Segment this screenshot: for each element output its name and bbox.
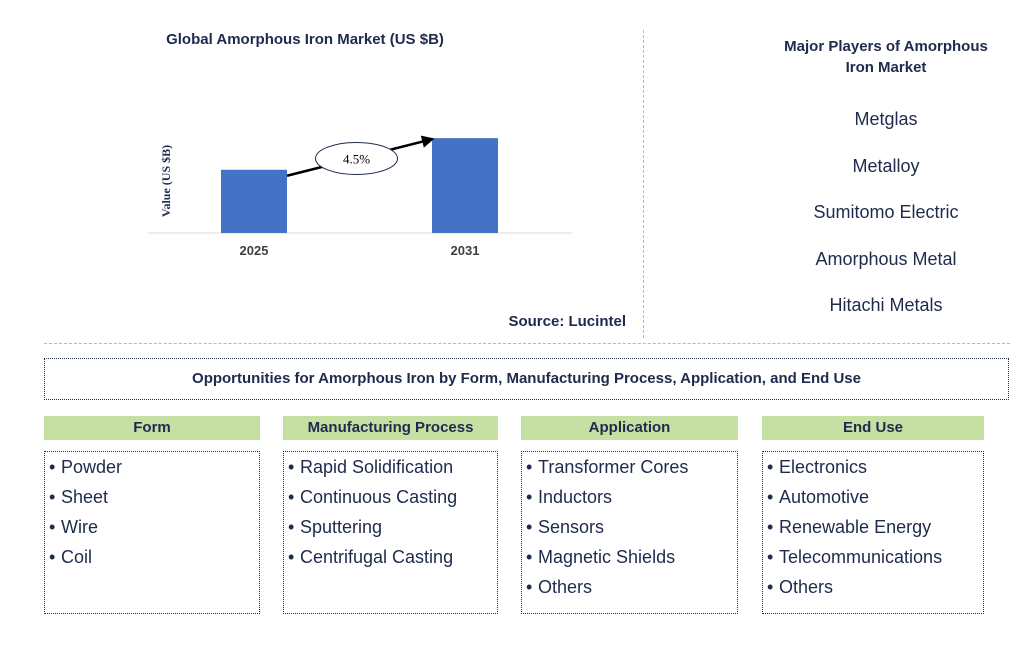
segment-item: • Sensors bbox=[526, 517, 605, 537]
segment-header-end-use: End Use bbox=[762, 416, 984, 440]
segment-box-form: • Powder • Sheet • Wire • Coil bbox=[44, 451, 260, 614]
segment-item: • Wire bbox=[49, 517, 98, 537]
segment-item: • Renewable Energy bbox=[767, 517, 932, 537]
chart-title: Global Amorphous Iron Market (US $B) bbox=[166, 31, 444, 48]
segment-item-label: Renewable Energy bbox=[779, 517, 932, 537]
player-item: Amorphous Metal bbox=[815, 248, 957, 269]
x-tick-label: 2031 bbox=[451, 243, 480, 258]
segment-item: • Telecommunications bbox=[767, 547, 943, 567]
players-title-line1: Major Players of Amorphous bbox=[784, 38, 988, 55]
players-title-line2: Iron Market bbox=[845, 59, 927, 76]
segment-item-label: Sheet bbox=[61, 487, 109, 507]
source-label: Source: Lucintel bbox=[508, 313, 626, 330]
segment-header-form: Form bbox=[44, 416, 260, 440]
segment-item-label: Continuous Casting bbox=[300, 487, 458, 507]
horizontal-divider bbox=[44, 343, 1010, 344]
segment-item-label: Coil bbox=[61, 547, 93, 567]
segment-box-manufacturing-process: • Rapid Solidification • Continuous Castin… bbox=[283, 451, 498, 614]
opportunities-title: Opportunities for Amorphous Iron by Form… bbox=[44, 358, 1009, 400]
cagr-ellipse bbox=[315, 141, 398, 175]
segment-header-manufacturing-process: Manufacturing Process bbox=[283, 416, 498, 440]
segment-header-application: Application bbox=[521, 416, 738, 440]
segment-item: • Magnetic Shields bbox=[526, 547, 676, 567]
segment-item: • Sputtering bbox=[288, 517, 383, 537]
segment-item: • Sheet bbox=[49, 487, 109, 507]
x-tick-label: 2025 bbox=[240, 243, 269, 258]
segment-item-label: Wire bbox=[61, 517, 98, 537]
segment-item-label: Telecommunications bbox=[779, 547, 943, 567]
segment-item: • Centrifugal Casting bbox=[288, 547, 454, 567]
segment-item: • Rapid Solidification bbox=[288, 457, 454, 477]
segment-item-label: Inductors bbox=[538, 487, 613, 507]
segment-item: • Electronics bbox=[767, 457, 868, 477]
bar-2031 bbox=[432, 138, 498, 233]
segment-item-label: Sputtering bbox=[300, 517, 383, 537]
player-item: Metalloy bbox=[852, 155, 920, 176]
bar-2025 bbox=[221, 169, 287, 233]
segment-item-label: Others bbox=[779, 577, 834, 597]
market-bar-chart: Value (US $B) 2025 2031 4.5% bbox=[148, 135, 572, 258]
cagr-label: 4.5% bbox=[343, 151, 370, 166]
segment-item: • Automotive bbox=[767, 487, 870, 507]
segment-item: • Inductors bbox=[526, 487, 613, 507]
players-list: Metglas Metalloy Sumitomo Electric Amorp… bbox=[760, 106, 1012, 339]
player-item: Metglas bbox=[854, 109, 918, 129]
segment-item-label: Magnetic Shields bbox=[538, 547, 676, 567]
segment-item: • Coil bbox=[49, 547, 93, 567]
segment-item: • Continuous Casting bbox=[288, 487, 458, 507]
segment-item-label: Powder bbox=[61, 457, 123, 477]
player-item: Sumitomo Electric bbox=[813, 202, 959, 222]
segment-item: • Powder bbox=[49, 457, 123, 477]
vertical-divider bbox=[643, 30, 644, 338]
segment-item-label: Sensors bbox=[538, 517, 605, 537]
segment-item: • Others bbox=[526, 577, 593, 597]
segment-item-label: Transformer Cores bbox=[538, 457, 689, 477]
segment-item-label: Automotive bbox=[779, 487, 870, 507]
segment-item: • Transformer Cores bbox=[526, 457, 689, 477]
segment-item-label: Rapid Solidification bbox=[300, 457, 454, 477]
segment-item-label: Others bbox=[538, 577, 593, 597]
segment-box-end-use: • Electronics • Automotive • Renewable Ener… bbox=[762, 451, 984, 614]
player-item: Hitachi Metals bbox=[829, 295, 943, 315]
segment-item: • Others bbox=[767, 577, 834, 597]
segment-item-label: Electronics bbox=[779, 457, 868, 477]
players-title: Major Players of Amorphous Iron Market bbox=[760, 36, 1012, 78]
segment-box-application: • Transformer Cores • Inductors • Sensors •… bbox=[521, 451, 738, 614]
y-axis-label: Value (US $B) bbox=[159, 145, 173, 217]
segment-item-label: Centrifugal Casting bbox=[300, 547, 454, 567]
